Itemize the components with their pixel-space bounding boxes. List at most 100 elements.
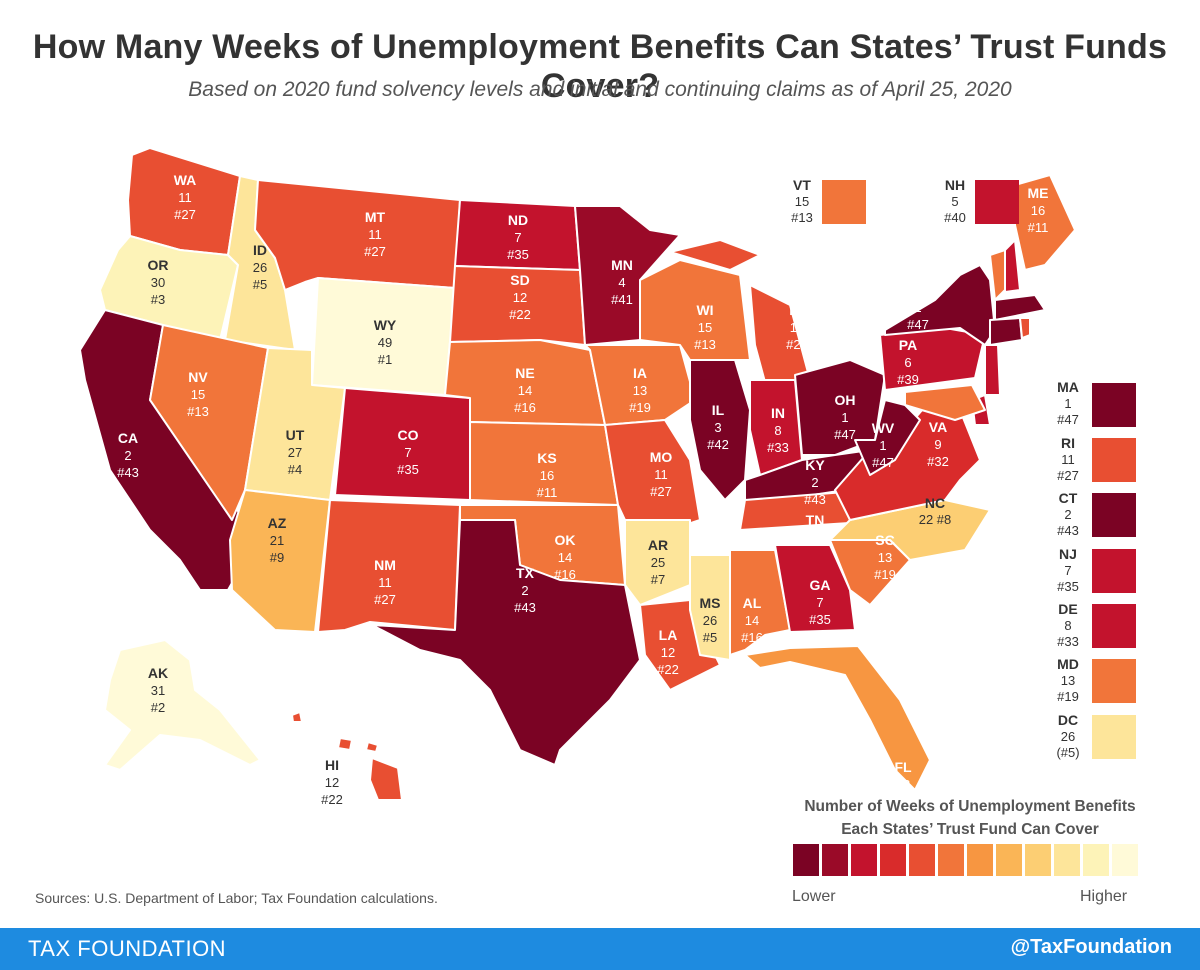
state-rank: #22 [657, 662, 679, 677]
callout-weeks: 11 [1061, 452, 1075, 467]
callout-box-ri[interactable] [1092, 438, 1136, 482]
state-hi[interactable] [291, 711, 403, 801]
state-abbr: CO [398, 427, 419, 443]
state-label-wa: WA 11 #27 [174, 172, 197, 222]
callout-label-md: MD 13 #19 [1057, 656, 1079, 704]
callout-box-md[interactable] [1092, 659, 1136, 703]
state-nc[interactable] [829, 499, 991, 561]
state-ma[interactable] [994, 294, 1046, 321]
state-weeks: 16 [1031, 203, 1045, 218]
callout-box-de[interactable] [1092, 604, 1136, 648]
state-rank: #16 [514, 400, 536, 415]
callout-box-ma[interactable] [1092, 383, 1136, 427]
state-rank: #4 [288, 462, 302, 477]
state-fl[interactable] [744, 645, 931, 791]
state-nj[interactable] [984, 344, 1001, 396]
legend-swatch [822, 844, 848, 876]
state-rank: #5 [253, 277, 267, 292]
state-label-ak: AK 31 #2 [148, 665, 168, 715]
state-co[interactable] [334, 387, 471, 501]
callout-rank: #13 [791, 210, 813, 225]
state-label-tn: TN 12 #22 [795, 512, 835, 544]
state-weeks: 7 [514, 230, 521, 245]
state-abbr: MT [365, 209, 386, 225]
state-weeks: 25 [651, 555, 665, 570]
callout-box-dc[interactable] [1092, 715, 1136, 759]
footer-bar: TAX FOUNDATION @TaxFoundation [0, 928, 1200, 970]
callout-label-ma: MA 1 #47 [1057, 379, 1079, 427]
state-rank: #43 [514, 600, 536, 615]
callout-box-ct[interactable] [1092, 493, 1136, 537]
state-nh[interactable] [1004, 239, 1021, 293]
state-rank: #1 [378, 352, 392, 367]
state-weeks: 13 [878, 550, 892, 565]
legend-title: Number of Weeks of Unemployment Benefits… [780, 795, 1160, 841]
state-label-ar: AR 25 #7 [648, 537, 668, 587]
state-abbr: MI [789, 302, 805, 318]
state-abbr: AR [648, 537, 668, 553]
callout-weeks: 7 [1064, 563, 1071, 578]
callout-weeks: 1 [1064, 396, 1071, 411]
state-tx[interactable] [371, 519, 641, 766]
state-weeks: 12 [661, 645, 675, 660]
state-me[interactable] [1014, 174, 1076, 271]
sources-note: Sources: U.S. Department of Labor; Tax F… [35, 890, 438, 906]
state-rank: #27 [374, 592, 396, 607]
callout-label-dc: DC 26 (#5) [1056, 712, 1079, 760]
state-abbr: HI [325, 757, 339, 773]
legend-swatch [1083, 844, 1109, 876]
legend-swatch [938, 844, 964, 876]
callout-label-nh: NH 5 #40 [944, 177, 966, 225]
state-rank: #9 [270, 550, 284, 565]
state-abbr: KY [805, 457, 825, 473]
state-ct[interactable] [989, 317, 1023, 346]
state-abbr: AZ [268, 515, 287, 531]
state-abbr: NV [188, 369, 208, 385]
state-rank: #47 [907, 317, 929, 332]
state-abbr: IA [633, 365, 647, 381]
legend-swatch [793, 844, 819, 876]
footer-org[interactable]: TAX FOUNDATION [28, 936, 227, 961]
state-pa[interactable] [879, 327, 986, 391]
state-il[interactable] [689, 359, 751, 501]
state-ak[interactable] [104, 639, 261, 771]
state-weeks: 9 [934, 437, 941, 452]
callout-weeks: 15 [795, 194, 809, 209]
state-abbr: WA [174, 172, 197, 188]
callout-box-nj[interactable] [1092, 549, 1136, 593]
state-abbr: NE [515, 365, 534, 381]
callout-weeks: 13 [1061, 673, 1075, 688]
state-rank: #16 [741, 630, 763, 645]
state-mt[interactable] [254, 179, 461, 291]
page-title: How Many Weeks of Unemployment Benefits … [32, 28, 1168, 105]
state-weeks: 13 [633, 383, 647, 398]
state-mo[interactable] [604, 419, 701, 526]
state-ms[interactable] [689, 554, 731, 661]
state-ri[interactable] [1019, 317, 1031, 339]
state-abbr: VA [929, 419, 947, 435]
callout-abbr: MA [1057, 379, 1079, 395]
state-label-tx: TX 2 #43 [514, 565, 536, 615]
callout-label-de: DE 8 #33 [1057, 601, 1079, 649]
callout-box-vt[interactable] [822, 180, 866, 224]
state-md[interactable] [904, 384, 986, 421]
callout-box-nh[interactable] [975, 180, 1019, 224]
state-label-nv: NV 15 #13 [187, 369, 209, 419]
state-ny[interactable] [884, 264, 996, 346]
callout-label-nj: NJ 7 #35 [1057, 546, 1079, 594]
state-rank: #32 [927, 454, 949, 469]
state-wv[interactable] [854, 399, 921, 476]
state-sd[interactable] [449, 265, 586, 346]
state-ar[interactable] [624, 519, 691, 606]
callout-rank: #40 [944, 210, 966, 225]
state-label-or: OR 30 #3 [148, 257, 169, 307]
state-abbr: PA [899, 337, 917, 353]
state-rank: #35 [809, 612, 831, 627]
state-nv[interactable] [149, 324, 269, 521]
footer-handle[interactable]: @TaxFoundation [1010, 936, 1172, 958]
state-rank: #5 [703, 630, 717, 645]
state-weeks: 11 [368, 227, 382, 242]
state-ga[interactable] [774, 544, 856, 633]
state-label-il: IL 3 #42 [707, 402, 729, 452]
